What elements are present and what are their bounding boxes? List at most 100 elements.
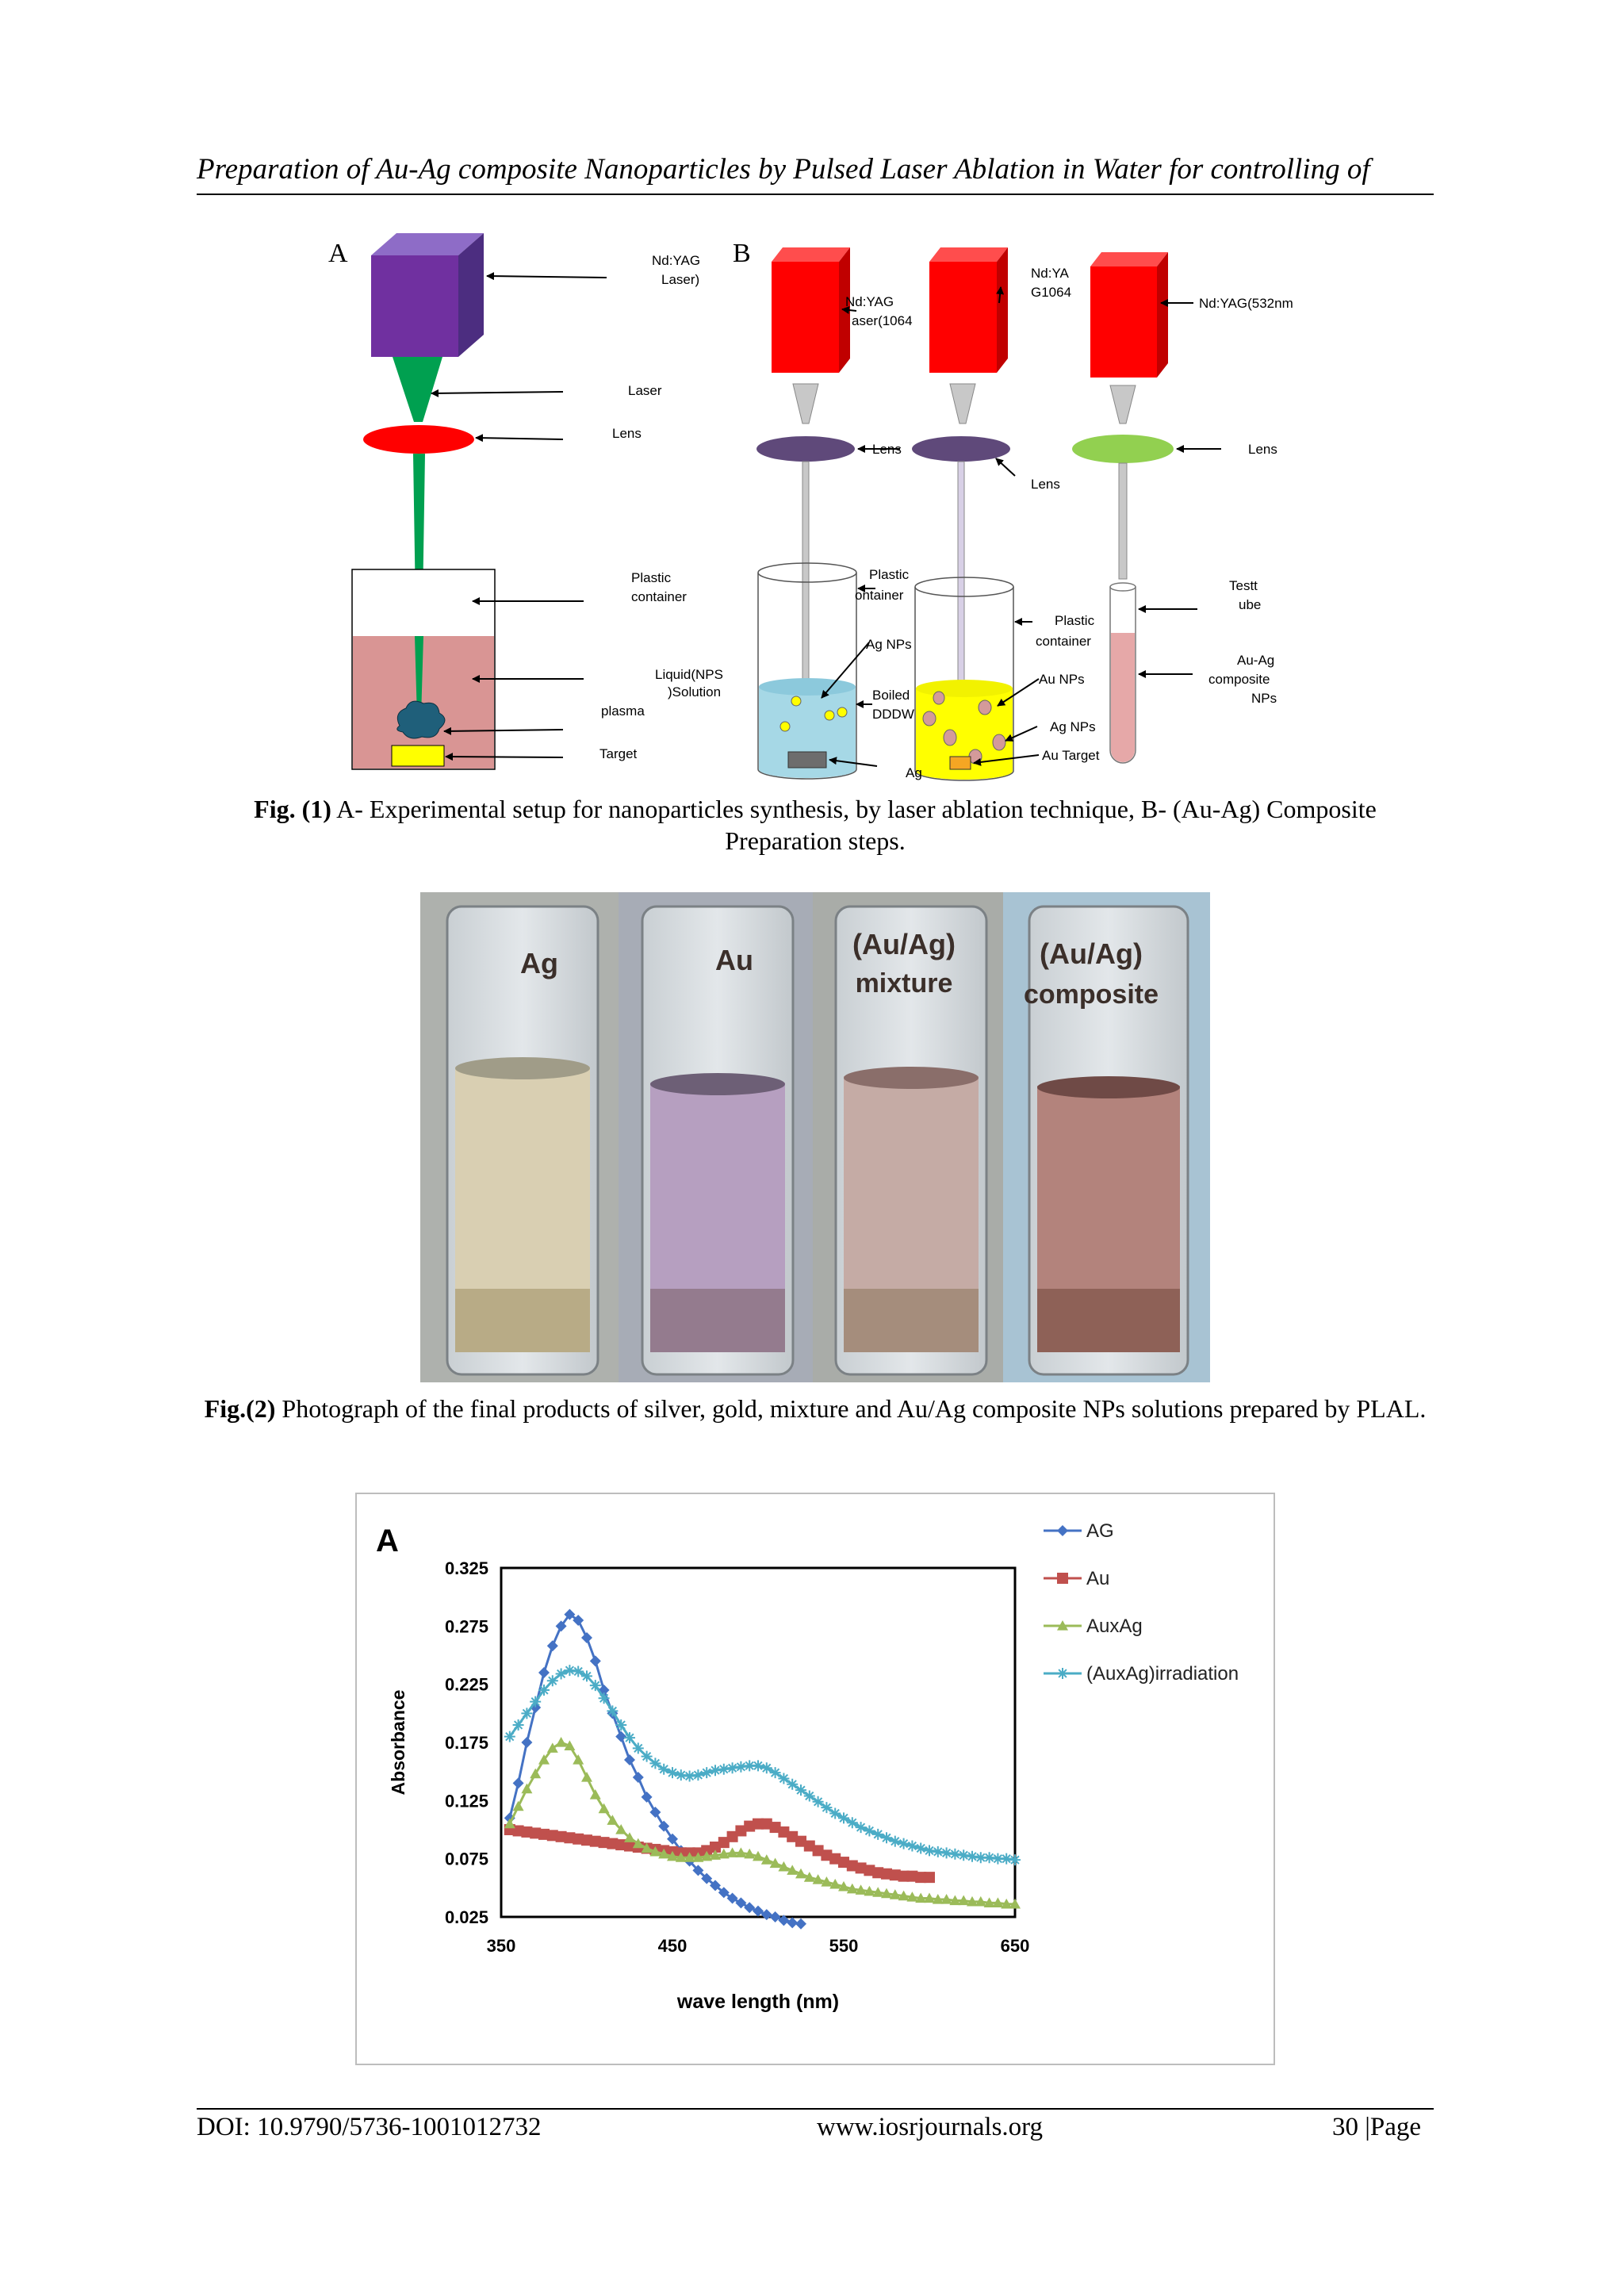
data-point xyxy=(649,1757,661,1769)
vial-label-composite-1: (Au/Ag) xyxy=(1040,937,1143,970)
legend-swatch xyxy=(1057,1573,1068,1584)
label-b2-agnps: Ag NPs xyxy=(1050,719,1096,734)
figure1-setup-diagram: A Nd:YAG Laser) Laser Lens Plastic conta… xyxy=(328,233,1293,781)
y-tick-label: 0.125 xyxy=(445,1791,488,1811)
data-point xyxy=(598,1803,610,1814)
legend-entry: AG xyxy=(1044,1520,1114,1542)
data-point xyxy=(924,1845,935,1857)
data-point xyxy=(726,1892,738,1904)
data-point xyxy=(632,1742,644,1754)
figure2-caption-label: Fig.(2) xyxy=(204,1394,276,1423)
laser-b3-front xyxy=(1090,266,1157,378)
data-point xyxy=(744,1902,756,1914)
legend-swatch xyxy=(1057,1668,1068,1679)
laser-b2-top xyxy=(929,247,1008,262)
data-point xyxy=(521,1783,533,1794)
data-point xyxy=(744,1760,756,1772)
data-point xyxy=(521,1708,533,1719)
data-point xyxy=(649,1846,661,1857)
data-point xyxy=(538,1828,550,1840)
data-point xyxy=(744,1848,756,1859)
data-point xyxy=(735,1897,747,1909)
data-point xyxy=(753,1905,764,1917)
data-point xyxy=(692,1852,704,1862)
vial-label-ag: Ag xyxy=(520,947,558,979)
data-point xyxy=(589,1835,601,1847)
label-ndyag-a-1: Nd:YAG xyxy=(652,253,700,268)
data-point xyxy=(889,1835,901,1847)
lens-b2 xyxy=(912,436,1010,462)
vial-label-au: Au xyxy=(715,944,753,976)
data-point xyxy=(735,1761,747,1773)
data-point xyxy=(718,1887,730,1899)
chart-panel-letter: A xyxy=(376,1524,399,1558)
data-point xyxy=(992,1897,1004,1907)
data-point xyxy=(598,1685,610,1696)
data-point xyxy=(855,1884,867,1895)
data-point xyxy=(701,1850,713,1861)
data-point xyxy=(573,1615,584,1626)
data-point xyxy=(649,1807,661,1818)
data-point xyxy=(632,1772,644,1783)
label-b1-plastic-2: ontainer xyxy=(855,588,904,603)
vial-au xyxy=(641,905,795,1376)
vial-ag xyxy=(446,905,599,1376)
data-point xyxy=(881,1832,892,1844)
label-composite-1: Au-Ag xyxy=(1237,653,1274,668)
data-point xyxy=(769,1911,781,1922)
x-tick-label: 650 xyxy=(1001,1936,1030,1956)
data-point xyxy=(829,1807,841,1819)
figure2-photograph: Ag Au (Au/Ag) mixture (Au/Ag) composite xyxy=(420,892,1210,1382)
label-b2-plastic-2: container xyxy=(1036,634,1091,649)
beam-b3-rod xyxy=(1118,462,1128,580)
data-point xyxy=(641,1842,653,1853)
data-point xyxy=(1009,1898,1021,1909)
data-point xyxy=(906,1892,918,1902)
data-point xyxy=(512,1777,524,1789)
data-point xyxy=(846,1817,858,1829)
data-point xyxy=(778,1915,790,1926)
data-point xyxy=(581,1772,592,1782)
data-point xyxy=(726,1847,738,1857)
data-point xyxy=(667,1833,678,1845)
data-point xyxy=(607,1815,619,1825)
ag-target xyxy=(787,751,827,769)
x-tick-label: 450 xyxy=(658,1936,688,1956)
data-point xyxy=(795,1918,806,1930)
data-point xyxy=(915,1842,927,1854)
data-point xyxy=(581,1834,592,1846)
data-point xyxy=(838,1812,849,1824)
data-point xyxy=(607,1838,619,1849)
data-point xyxy=(530,1768,542,1779)
data-point xyxy=(760,1818,772,1830)
data-point xyxy=(983,1852,995,1864)
data-point xyxy=(992,1853,1004,1865)
laser-a-front xyxy=(371,255,458,357)
x-tick-label: 350 xyxy=(487,1936,516,1956)
y-axis-label: Absorbance xyxy=(388,1690,408,1796)
data-point xyxy=(855,1862,867,1874)
data-point xyxy=(521,1826,533,1838)
data-point xyxy=(906,1840,918,1852)
x-tick-label: 550 xyxy=(829,1936,859,1956)
data-point xyxy=(589,1680,601,1692)
label-b3-laser: Nd:YAG(532nm xyxy=(1199,296,1293,311)
data-point xyxy=(658,1763,670,1775)
data-point xyxy=(624,1840,635,1852)
label-b2-aunps: Au NPs xyxy=(1039,672,1085,687)
label-b2-plastic-1: Plastic xyxy=(1055,613,1095,628)
data-point xyxy=(624,1732,635,1744)
data-point xyxy=(538,1754,550,1765)
laser-b3-top xyxy=(1090,252,1168,266)
data-point xyxy=(812,1845,824,1857)
data-point xyxy=(753,1760,764,1772)
series-0 xyxy=(504,1608,806,1930)
data-point xyxy=(726,1762,738,1774)
data-point xyxy=(821,1876,833,1887)
data-point xyxy=(512,1800,524,1811)
data-point xyxy=(932,1846,944,1857)
panel-b-letter: B xyxy=(733,239,751,268)
data-point xyxy=(924,1892,935,1903)
data-point xyxy=(581,1670,592,1682)
label-plasma: plasma xyxy=(601,703,645,719)
